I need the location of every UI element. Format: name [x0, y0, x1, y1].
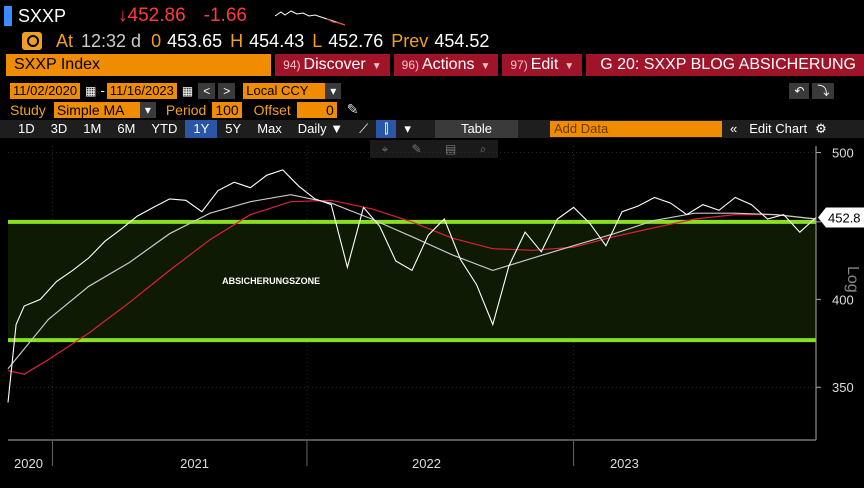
- calendar-icon[interactable]: ▦: [85, 83, 97, 98]
- edit-num: 97): [510, 58, 528, 72]
- redo-icon[interactable]: ⤵: [812, 82, 835, 99]
- caret-down-icon: ▼: [564, 61, 575, 72]
- start-date-field[interactable]: 11/02/2020: [10, 82, 81, 99]
- x-tick-label: 2020: [14, 456, 43, 471]
- hedge-zone-label: ABSICHERUNGSZONE: [222, 276, 320, 286]
- ma-long-series: [7, 199, 817, 375]
- actions-num: 96): [401, 58, 419, 72]
- notes-icon[interactable]: ▤: [444, 142, 457, 156]
- x-tick-label: 2023: [610, 456, 639, 471]
- drawing-toolbar: ⌖ ✎ ▤ ⌕: [370, 140, 498, 158]
- currency-select[interactable]: Local CCY: [243, 82, 326, 99]
- discover-label: Discover: [303, 56, 366, 73]
- hedge-zone-fill: [8, 221, 816, 341]
- caret-down-icon: ▼: [371, 61, 382, 72]
- crosshair-icon[interactable]: ⌖: [381, 141, 389, 156]
- period-label: Period: [165, 101, 207, 118]
- range-max[interactable]: Max: [257, 121, 282, 136]
- sparkline-icon: [274, 10, 345, 26]
- y-axis-label: Log: [844, 266, 861, 293]
- low-value: 452.76: [328, 30, 384, 51]
- line-chart-icon[interactable]: ⟋: [359, 121, 369, 136]
- undo-icon[interactable]: ↶: [789, 82, 810, 99]
- open-value: 453.65: [167, 30, 223, 51]
- last-value-tag: 452.8: [818, 207, 864, 228]
- y-axis: 350400450500: [815, 146, 854, 440]
- range-1m[interactable]: 1M: [83, 121, 102, 136]
- high-value: 454.43: [249, 30, 305, 51]
- discover-num: 94): [283, 58, 301, 72]
- actions-menu[interactable]: 96) Actions ▼: [393, 54, 499, 76]
- study-bar: Study Simple MA ▾ Period 100 Offset 0 ✎: [0, 101, 864, 118]
- at-label: At: [56, 30, 74, 51]
- period-field[interactable]: 100: [212, 101, 242, 118]
- study-label: Study: [10, 101, 46, 118]
- y-tick-label: 350: [832, 380, 854, 395]
- frequency-select[interactable]: Daily ▼: [297, 121, 344, 136]
- calendar-icon[interactable]: ▦: [181, 83, 194, 98]
- actions-label: Actions: [422, 56, 475, 73]
- ohlc-line: At 12:32 d 0 453.65 H 454.43 L 452.76 Pr…: [0, 30, 864, 52]
- chevron-down-icon[interactable]: ▾: [404, 121, 411, 136]
- prev-label: Prev: [391, 30, 429, 51]
- range-1y[interactable]: 1Y: [185, 120, 218, 138]
- x-tick-label: 2022: [412, 456, 441, 471]
- edit-menu[interactable]: 97) Edit ▼: [502, 54, 583, 76]
- ticker-symbol[interactable]: SXXP: [18, 5, 67, 26]
- x-axis: 2020 2021 2022 2023: [8, 439, 816, 471]
- offset-label: Offset: [253, 101, 291, 118]
- price-series: [7, 169, 817, 403]
- range-6m[interactable]: 6M: [117, 121, 136, 136]
- study-select[interactable]: Simple MA: [53, 101, 140, 118]
- menu-bar: SXXP Index 94) Discover ▼ 96) Actions ▼ 97) E…: [0, 54, 864, 76]
- chevron-down-icon[interactable]: ▾: [139, 101, 156, 118]
- discover-menu[interactable]: 94) Discover ▼: [275, 54, 390, 76]
- pencil-icon[interactable]: ✎: [346, 101, 359, 117]
- chart-toolbar: 1D 3D 1M 6M YTD 1Y 5Y Max Daily ▼ ⟋ ⫿ ▾ …: [0, 120, 864, 138]
- x-tick-label: 2021: [180, 456, 209, 471]
- last-value-text: 452.8: [828, 211, 861, 226]
- prev-period-button[interactable]: <: [198, 82, 216, 99]
- table-button[interactable]: Table: [434, 120, 519, 138]
- next-period-button[interactable]: >: [218, 82, 236, 99]
- last-price: ↓452.86: [118, 5, 186, 26]
- date-range-bar: 11/02/2020 ▦ - 11/16/2023 ▦ < > Local CC…: [0, 82, 864, 99]
- open-label: 0: [151, 30, 162, 51]
- edit-label: Edit: [530, 56, 559, 73]
- end-date-field[interactable]: 11/16/2023: [106, 82, 177, 99]
- range-3d[interactable]: 3D: [50, 121, 68, 136]
- last-value-badge: [818, 207, 864, 228]
- low-label: L: [312, 30, 323, 51]
- range-5y[interactable]: 5Y: [225, 121, 242, 136]
- y-tick-label: 400: [832, 292, 854, 307]
- quote-time: 12:32 d: [81, 30, 142, 51]
- high-label: H: [230, 30, 244, 51]
- edit-chart-button[interactable]: Edit Chart: [749, 121, 808, 136]
- add-data-input[interactable]: Add Data: [550, 121, 723, 137]
- ma-short-series: [7, 194, 817, 370]
- draw-pen-icon[interactable]: ✎: [411, 142, 422, 156]
- ticker-marker: [4, 6, 12, 26]
- price-change: -1.66: [203, 5, 247, 26]
- bar-chart-icon[interactable]: ⫿: [376, 120, 397, 138]
- range-1d[interactable]: 1D: [18, 121, 35, 136]
- gear-icon[interactable]: ⚙: [815, 121, 827, 136]
- zoom-icon[interactable]: ⌕: [479, 141, 487, 156]
- y-tick-label: 500: [832, 146, 854, 161]
- collapse-icon[interactable]: «: [730, 121, 738, 136]
- range-ytd[interactable]: YTD: [151, 121, 178, 136]
- caret-down-icon: ▼: [480, 61, 491, 72]
- quote-header: SXXP ↓452.86 -1.66: [0, 4, 864, 28]
- clock-icon: [22, 32, 42, 50]
- prev-value: 454.52: [434, 30, 490, 51]
- range-dash: -: [100, 83, 105, 98]
- chart-title-tab[interactable]: G 20: SXXP BLOG ABSICHERUNG: [586, 54, 864, 76]
- security-field[interactable]: SXXP Index: [6, 54, 272, 76]
- offset-field[interactable]: 0: [296, 101, 337, 118]
- chevron-down-icon[interactable]: ▾: [325, 82, 342, 99]
